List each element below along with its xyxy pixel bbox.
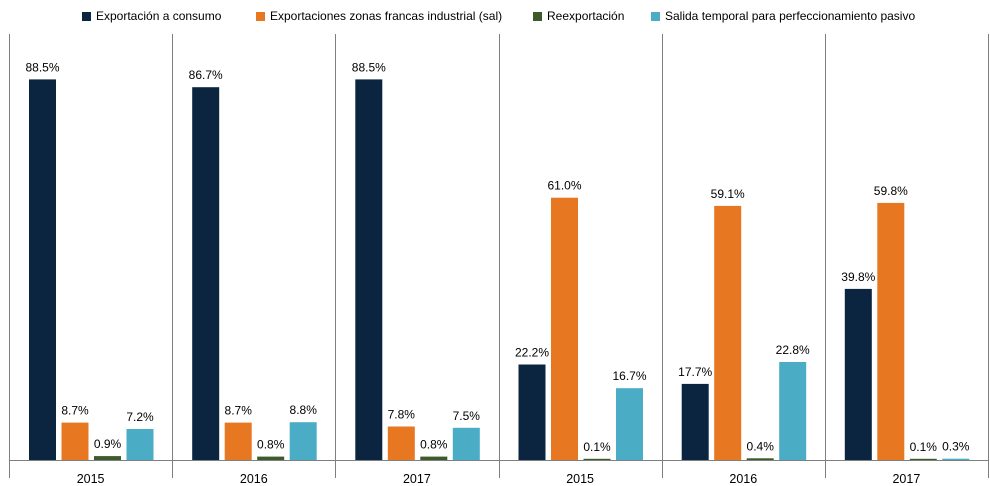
data-label: 8.7% bbox=[61, 404, 89, 418]
legend-swatch bbox=[82, 11, 91, 21]
bar bbox=[616, 388, 643, 460]
bar bbox=[126, 429, 154, 460]
data-label: 61.0% bbox=[547, 179, 581, 193]
legend-item-zonas-francas: Exportaciones zonas francas industrial (… bbox=[256, 9, 502, 23]
bar bbox=[452, 427, 480, 461]
data-label: 22.8% bbox=[776, 343, 810, 357]
bar bbox=[551, 197, 578, 460]
data-label: 88.5% bbox=[25, 60, 59, 74]
legend-item-reexportacion: Reexportación bbox=[533, 9, 624, 23]
data-label: 17.7% bbox=[678, 365, 712, 379]
x-tick-label: 2017 bbox=[403, 472, 431, 486]
chart-legend: Exportación a consumo Exportaciones zona… bbox=[0, 6, 990, 26]
legend-label: Exportación a consumo bbox=[96, 9, 222, 23]
data-label: 59.8% bbox=[874, 184, 908, 198]
data-label: 0.4% bbox=[747, 439, 775, 453]
data-label: 0.1% bbox=[583, 440, 611, 454]
x-tick-label: 2015 bbox=[566, 472, 594, 486]
bar bbox=[420, 456, 448, 460]
bar bbox=[94, 456, 121, 460]
legend-swatch bbox=[256, 11, 265, 21]
data-label: 0.9% bbox=[94, 437, 122, 451]
bar bbox=[877, 202, 905, 460]
x-tick-label: 2016 bbox=[240, 472, 268, 486]
bar bbox=[257, 456, 285, 460]
legend-swatch bbox=[651, 11, 660, 21]
legend-label: Exportaciones zonas francas industrial (… bbox=[270, 9, 503, 23]
legend-item-salida-temporal: Salida temporal para perfeccionamiento p… bbox=[651, 9, 915, 23]
data-label: 0.8% bbox=[257, 438, 285, 452]
data-label: 0.8% bbox=[420, 438, 448, 452]
data-label: 7.2% bbox=[126, 410, 154, 424]
bar bbox=[583, 458, 611, 460]
bar bbox=[29, 79, 56, 461]
bar bbox=[844, 288, 872, 460]
data-label: 86.7% bbox=[189, 68, 223, 82]
data-label: 22.2% bbox=[515, 346, 549, 360]
data-label: 0.1% bbox=[910, 440, 938, 454]
data-label: 59.1% bbox=[711, 187, 745, 201]
bar bbox=[355, 79, 383, 461]
bar bbox=[224, 422, 252, 460]
bar bbox=[714, 205, 742, 460]
bar bbox=[909, 458, 937, 460]
legend-label: Salida temporal para perfeccionamiento p… bbox=[665, 9, 916, 23]
bar bbox=[387, 426, 415, 460]
legend-item-exportacion-consumo: Exportación a consumo bbox=[82, 9, 221, 23]
data-label: 8.7% bbox=[225, 404, 253, 418]
data-label: 39.8% bbox=[841, 270, 875, 284]
bar bbox=[942, 458, 970, 460]
data-label: 7.8% bbox=[388, 408, 416, 422]
bar bbox=[192, 87, 220, 460]
data-label: 8.8% bbox=[290, 403, 318, 417]
x-tick-label: 2017 bbox=[892, 472, 920, 486]
x-tick-label: 2016 bbox=[729, 472, 757, 486]
bar bbox=[746, 458, 774, 460]
data-label: 0.3% bbox=[942, 440, 970, 454]
bar bbox=[779, 362, 807, 460]
bar bbox=[289, 422, 317, 460]
bar bbox=[518, 364, 546, 460]
data-label: 16.7% bbox=[612, 369, 646, 383]
legend-swatch bbox=[533, 11, 542, 21]
legend-label: Reexportación bbox=[547, 9, 625, 23]
data-label: 7.5% bbox=[453, 409, 481, 423]
data-label: 88.5% bbox=[352, 60, 386, 74]
bar bbox=[61, 422, 89, 460]
x-tick-label: 2015 bbox=[77, 472, 105, 486]
bar bbox=[681, 383, 709, 460]
